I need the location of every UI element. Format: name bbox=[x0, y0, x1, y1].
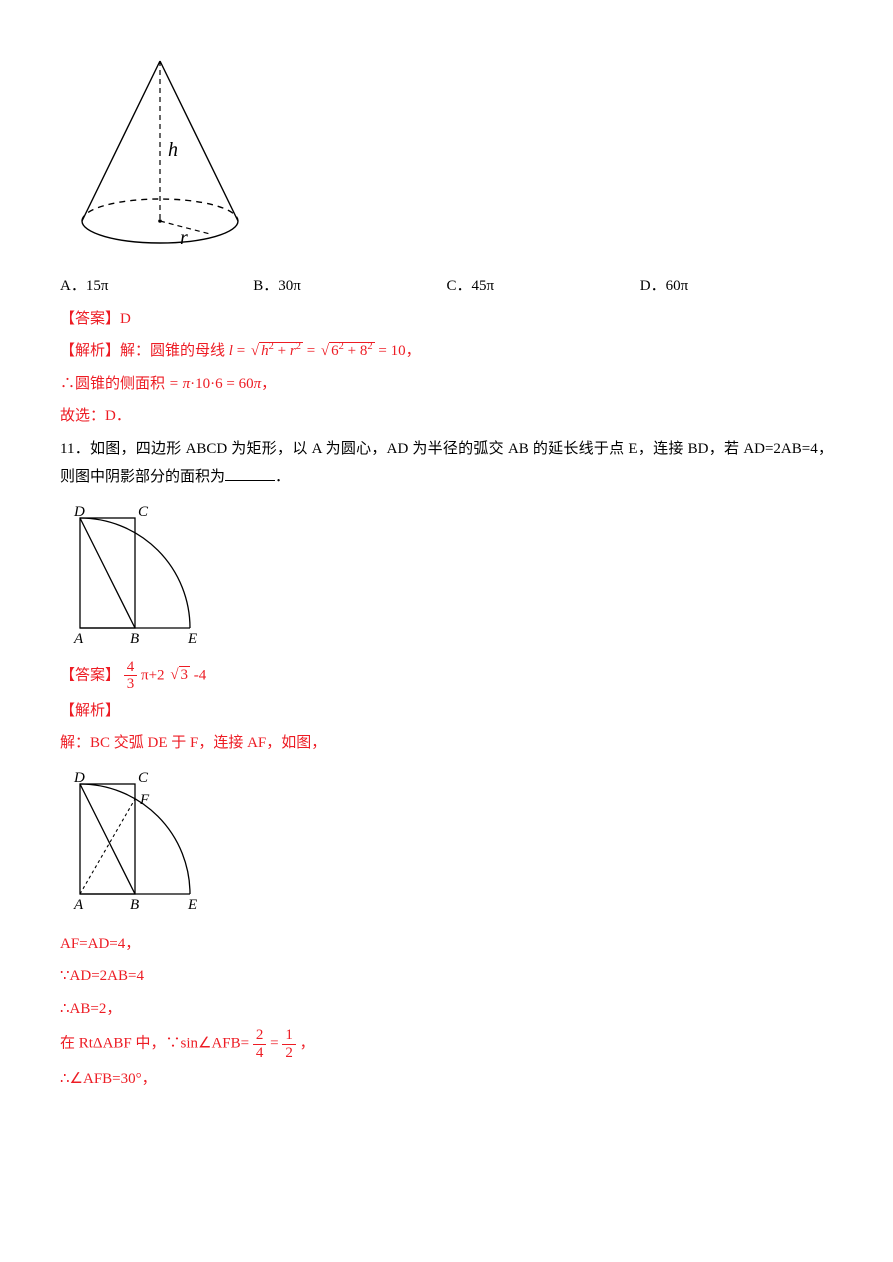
cone-r-label: r bbox=[180, 227, 188, 249]
option-a: A．15π bbox=[60, 272, 253, 301]
q10-answer: 【答案】D bbox=[60, 305, 833, 334]
q11-line-af: AF=AD=4， bbox=[60, 930, 833, 959]
svg-text:F: F bbox=[139, 792, 150, 808]
cone-figure: h r bbox=[60, 46, 833, 266]
svg-text:A: A bbox=[73, 631, 84, 647]
frac-4-3: 43 bbox=[124, 659, 138, 693]
q11-stem: 11．如图，四边形 ABCD 为矩形，以 A 为圆心，AD 为半径的弧交 AB … bbox=[60, 435, 833, 492]
option-c: C．45π bbox=[447, 272, 640, 301]
q10-analysis-line1: 【解析】解：圆锥的母线 l = h2 + r2 = 62 + 82 = 10， bbox=[60, 337, 833, 366]
cone-h-label: h bbox=[168, 139, 178, 161]
svg-text:C: C bbox=[138, 770, 149, 786]
q11-line-rt: 在 RtΔABF 中，∵sin∠AFB= 24 = 12 ， bbox=[60, 1027, 833, 1061]
q11-line-afb: ∴∠AFB=30°， bbox=[60, 1065, 833, 1094]
frac-2-4: 24 bbox=[253, 1027, 267, 1061]
svg-text:D: D bbox=[73, 770, 85, 786]
q10-analysis-line2: ∴圆锥的侧面积 = π·10·6 = 60π， bbox=[60, 370, 833, 399]
svg-text:E: E bbox=[187, 631, 197, 647]
q11-line-ab: ∴AB=2， bbox=[60, 995, 833, 1024]
q11-sol-line1: 解：BC 交弧 DE 于 F，连接 AF，如图， bbox=[60, 729, 833, 758]
sqrt-hr: h2 + r2 bbox=[249, 337, 303, 366]
q11-analysis-label: 【解析】 bbox=[60, 697, 833, 726]
option-d: D．60π bbox=[640, 272, 833, 301]
q11-answer: 【答案】 43 π+2 3 -4 bbox=[60, 659, 833, 693]
svg-text:B: B bbox=[130, 631, 139, 647]
q11-line-ad: ∵AD=2AB=4 bbox=[60, 962, 833, 991]
q11-figure-2: D C F A B E bbox=[60, 764, 833, 924]
frac-1-2: 12 bbox=[282, 1027, 296, 1061]
svg-text:B: B bbox=[130, 897, 139, 913]
q10-options: A．15π B．30π C．45π D．60π bbox=[60, 272, 833, 301]
svg-text:D: D bbox=[73, 504, 85, 520]
option-b: B．30π bbox=[253, 272, 446, 301]
svg-text:A: A bbox=[73, 897, 84, 913]
blank-fill bbox=[225, 465, 275, 481]
svg-text:C: C bbox=[138, 504, 149, 520]
q11-figure-1: D C A B E bbox=[60, 498, 833, 653]
sqrt-68: 62 + 82 bbox=[319, 337, 375, 366]
sqrt-3: 3 bbox=[168, 661, 190, 690]
q10-analysis-line3: 故选：D． bbox=[60, 402, 833, 431]
svg-text:E: E bbox=[187, 897, 197, 913]
